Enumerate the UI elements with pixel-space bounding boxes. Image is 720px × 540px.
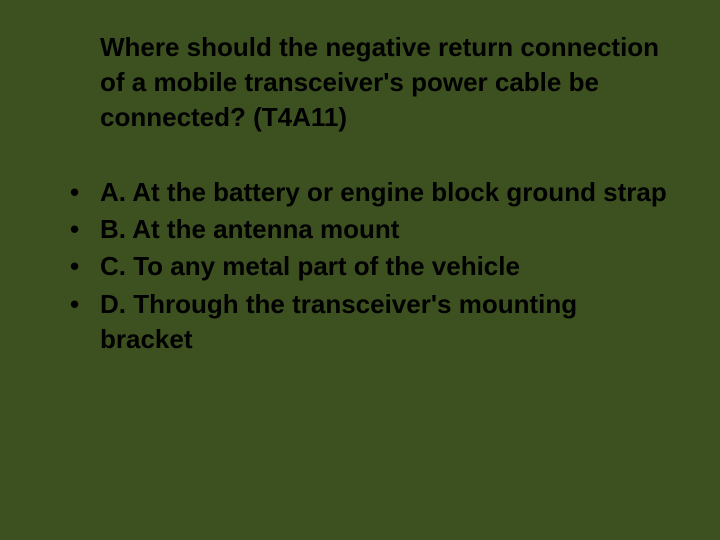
option-d: D. Through the transceiver's mounting br… [70, 287, 670, 357]
option-b: B. At the antenna mount [70, 212, 670, 247]
question-title: Where should the negative return connect… [100, 30, 660, 135]
option-c: C. To any metal part of the vehicle [70, 249, 670, 284]
options-list: A. At the battery or engine block ground… [50, 175, 670, 356]
option-a: A. At the battery or engine block ground… [70, 175, 670, 210]
slide-container: Where should the negative return connect… [0, 0, 720, 540]
